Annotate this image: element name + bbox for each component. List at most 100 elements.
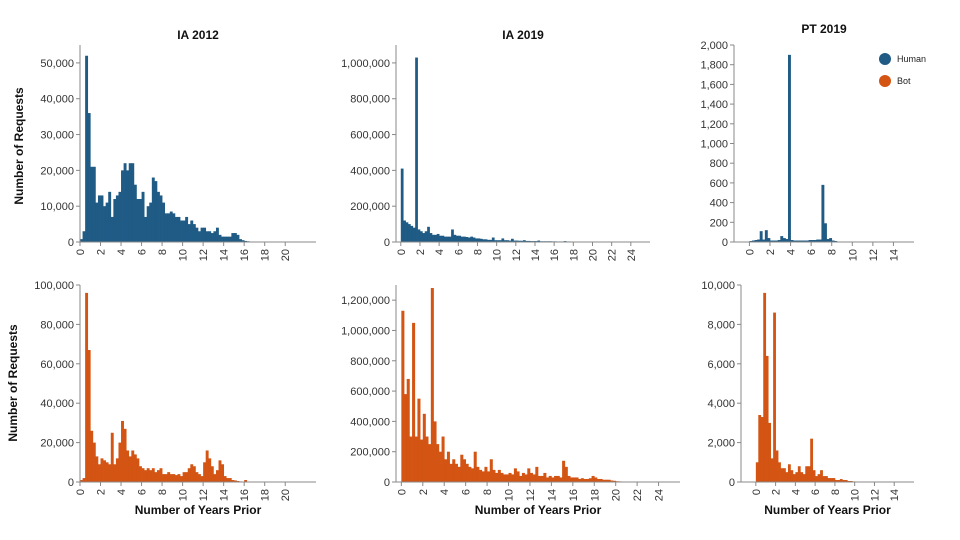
- x-tick-label: 14: [888, 249, 900, 261]
- bar: [433, 421, 437, 482]
- y-tick-label: 800,000: [350, 94, 390, 106]
- y-tick-label: 1,200,000: [341, 295, 390, 307]
- bar: [149, 470, 153, 482]
- bar-series: [755, 292, 856, 482]
- y-tick-label: 2,000: [707, 438, 735, 450]
- bar: [164, 213, 168, 242]
- bar-series: [749, 54, 840, 242]
- bar: [764, 230, 768, 242]
- x-tick-label: 2: [765, 249, 777, 255]
- bar: [425, 436, 429, 482]
- bar: [105, 202, 109, 242]
- y-tick-label: 800: [710, 158, 728, 170]
- x-tick-label: 16: [549, 249, 561, 261]
- bar: [790, 470, 794, 482]
- bar: [434, 234, 438, 242]
- bar: [513, 468, 517, 482]
- x-tick-label: 4: [790, 489, 802, 495]
- x-tick-label: 0: [396, 489, 408, 495]
- x-tick-label: 20: [611, 489, 623, 501]
- bar: [141, 191, 145, 242]
- bar: [208, 231, 212, 242]
- bar: [431, 234, 435, 242]
- bar: [177, 474, 181, 482]
- y-tick-label: 200,000: [350, 201, 390, 213]
- bar: [141, 468, 145, 482]
- bar: [607, 479, 611, 482]
- bar: [813, 240, 817, 242]
- bar: [820, 470, 823, 482]
- bar: [770, 240, 773, 242]
- bar: [226, 478, 230, 482]
- bar: [785, 239, 789, 242]
- bar: [495, 472, 499, 482]
- bar: [108, 464, 112, 482]
- bar: [795, 472, 799, 482]
- y-tick-label: 60,000: [40, 359, 74, 371]
- y-tick-label: 0: [722, 237, 728, 249]
- bar: [842, 480, 846, 482]
- bar: [159, 195, 163, 242]
- bar: [438, 451, 442, 482]
- bar: [508, 240, 512, 242]
- bar: [417, 229, 421, 242]
- bar: [87, 113, 91, 242]
- bar: [602, 479, 606, 482]
- bar: [218, 234, 222, 242]
- x-tick-label: 8: [482, 489, 494, 495]
- bar: [532, 474, 536, 482]
- bar: [527, 468, 531, 482]
- bar: [758, 415, 762, 482]
- bar: [839, 479, 843, 482]
- panel-title: IA 2019: [502, 28, 544, 42]
- bar: [559, 477, 563, 482]
- bar: [136, 199, 140, 242]
- x-tick-label: 16: [568, 489, 580, 501]
- y-tick-label: 40,000: [40, 94, 74, 106]
- bar: [503, 474, 507, 482]
- x-tick-label: 14: [219, 249, 231, 261]
- x-tick-label: 16: [239, 489, 251, 501]
- bar: [90, 166, 94, 242]
- bar: [87, 350, 91, 482]
- bar: [508, 472, 512, 482]
- panel-ia2012-human: IA 2012 0 10,000 20,000 30,000 40,000 50,000 0 2…: [40, 28, 316, 261]
- bar: [97, 464, 101, 482]
- y-tick-label: 600,000: [350, 130, 390, 142]
- bar: [516, 471, 520, 482]
- x-tick-label: 24: [626, 249, 638, 261]
- bar: [113, 464, 117, 482]
- x-tick-label: 10: [847, 249, 859, 261]
- bar: [767, 238, 771, 242]
- bar: [80, 239, 83, 242]
- x-tick-label: 18: [589, 489, 601, 501]
- x-axis-label: Number of Years Prior: [475, 503, 602, 517]
- bar: [401, 310, 405, 482]
- bar: [236, 234, 240, 242]
- bar: [128, 163, 132, 242]
- y-tick-label: 10,000: [701, 280, 735, 292]
- bar: [822, 476, 826, 482]
- y-tick-label: 0: [384, 477, 390, 489]
- bar: [837, 480, 841, 482]
- bar-series: [400, 57, 641, 242]
- bar: [151, 468, 155, 482]
- y-tick-label: 50,000: [40, 58, 74, 70]
- bar: [811, 240, 815, 242]
- bar: [487, 471, 491, 482]
- bar: [128, 456, 132, 482]
- bar: [599, 478, 603, 482]
- bar: [827, 478, 831, 482]
- bar: [100, 195, 104, 242]
- x-tick-label: 22: [607, 249, 619, 261]
- bar: [832, 478, 836, 482]
- bar: [818, 239, 822, 242]
- y-tick-label: 1,800: [700, 60, 728, 72]
- bar: [567, 475, 571, 482]
- bar: [543, 472, 547, 482]
- bar: [775, 240, 779, 242]
- bar: [537, 240, 541, 242]
- x-tick-label: 12: [869, 489, 881, 501]
- bar: [436, 233, 440, 242]
